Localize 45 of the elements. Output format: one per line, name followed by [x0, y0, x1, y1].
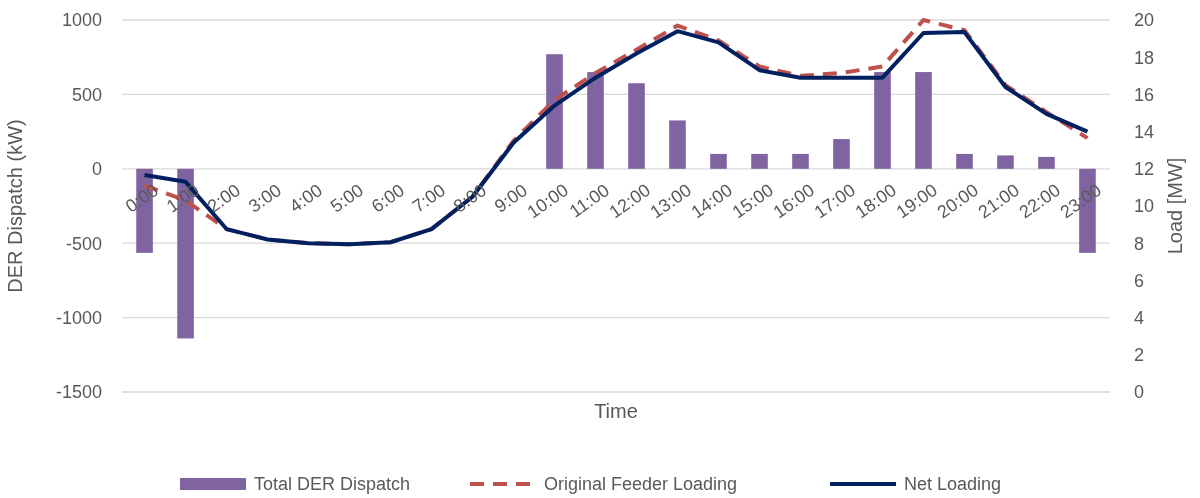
y2-tick-label: 14 [1134, 121, 1155, 142]
x-tick-label: 6:00 [367, 180, 409, 217]
y2-tick-label: 12 [1134, 159, 1155, 180]
y-tick-label: -1500 [55, 382, 102, 403]
x-axis-title: Time [594, 400, 638, 422]
y-tick-label: 1000 [61, 10, 102, 31]
bar [874, 72, 891, 169]
y2-tick-label: 0 [1134, 382, 1145, 403]
y2-tick-label: 10 [1134, 196, 1155, 217]
y2-tick-label: 4 [1134, 307, 1145, 328]
bar [915, 72, 932, 169]
legend-label: Net Loading [904, 474, 1002, 495]
y2-tick-label: 2 [1134, 345, 1145, 366]
x-tick-label: 1:00 [162, 180, 204, 217]
x-tick-label: 3:00 [244, 180, 286, 217]
bar [997, 155, 1014, 169]
legend-label: Total DER Dispatch [254, 474, 411, 495]
bar [587, 72, 604, 169]
bar [792, 153, 809, 169]
x-tick-label: 5:00 [326, 180, 368, 217]
y2-tick-label: 18 [1134, 47, 1155, 68]
y2-tick-label: 16 [1134, 84, 1155, 105]
y-axis-title: DER Dispatch (kW) [4, 119, 26, 293]
y2-tick-label: 6 [1134, 270, 1145, 291]
x-tick-label: 7:00 [408, 180, 450, 217]
bar [628, 83, 645, 169]
y-tick-label: -500 [65, 233, 102, 254]
x-tick-label: 4:00 [285, 180, 327, 217]
bar [710, 153, 727, 169]
x-tick-label: 8:00 [449, 180, 491, 217]
y2-tick-label: 8 [1134, 233, 1145, 254]
y-tick-label: 500 [71, 84, 102, 105]
y-tick-label: 0 [91, 159, 102, 180]
bar [833, 139, 850, 169]
x-tick-label: 2:00 [203, 180, 245, 217]
bar [1038, 156, 1055, 169]
y2-tick-label: 20 [1134, 10, 1155, 31]
x-tick-label: 0:00 [121, 180, 163, 217]
bar [669, 120, 686, 169]
legend-label: Original Feeder Loading [544, 474, 738, 495]
y-tick-label: -1000 [55, 307, 102, 328]
bar [956, 153, 973, 169]
bar [546, 54, 563, 169]
y2-axis-title: Load [MW] [1164, 157, 1186, 255]
bar [751, 153, 768, 169]
